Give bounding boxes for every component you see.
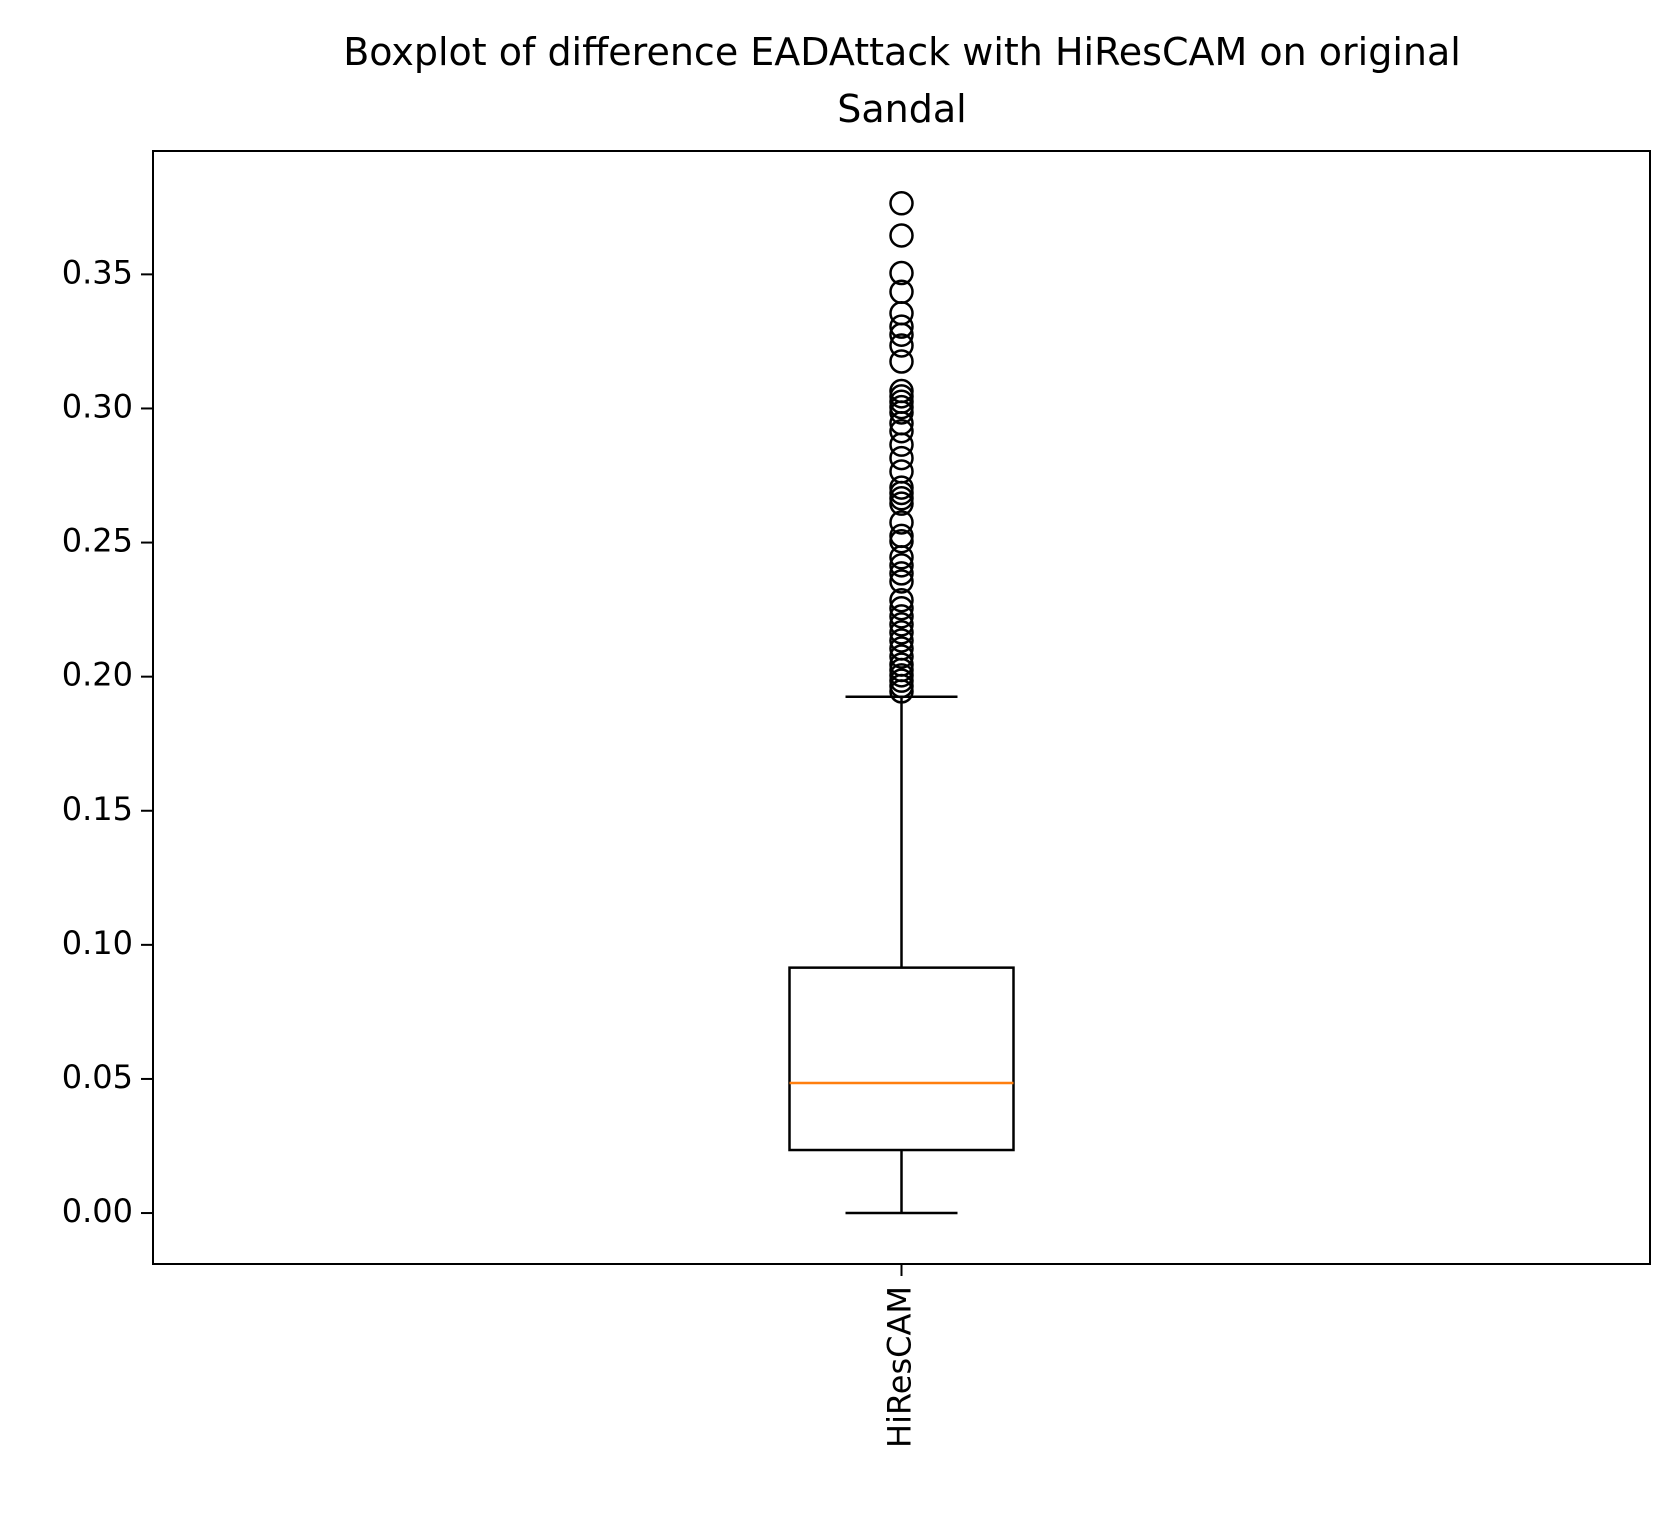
outlier-point <box>889 561 914 586</box>
outlier-point <box>889 628 914 653</box>
outlier-point <box>889 569 914 594</box>
outlier-point <box>889 596 914 621</box>
y-tick-label: 0.25 <box>62 522 133 560</box>
iqr-box <box>788 966 1015 1152</box>
outlier-point <box>889 191 914 216</box>
outlier-point <box>889 260 914 286</box>
outlier-point <box>889 604 914 629</box>
box-group-hirescam <box>788 191 1015 1215</box>
outlier-point <box>889 349 914 374</box>
outlier-point <box>889 314 914 339</box>
outlier-point <box>889 523 914 549</box>
chart-title-line-2: Sandal <box>837 87 966 131</box>
x-tick-label: HiResCAM <box>881 1286 919 1448</box>
y-tick-label: 0.05 <box>62 1058 133 1096</box>
outlier-point <box>889 620 914 645</box>
y-tick-label: 0.35 <box>62 253 133 291</box>
outlier-point <box>889 445 914 471</box>
outlier-point <box>889 652 914 677</box>
outlier-point <box>889 553 914 578</box>
y-tick-label: 0.20 <box>62 656 133 694</box>
outlier-point <box>889 644 914 669</box>
outlier-point <box>889 612 914 637</box>
outlier-point <box>889 636 914 661</box>
outlier-point <box>889 279 914 305</box>
outlier-point <box>889 333 914 358</box>
outlier-point <box>889 223 914 248</box>
outlier-point <box>889 510 914 535</box>
y-tick-label: 0.30 <box>62 387 133 425</box>
outlier-point <box>889 459 914 484</box>
chart-title-line-1: Boxplot of difference EADAttack with HiR… <box>343 30 1461 74</box>
outlier-point <box>889 587 914 613</box>
outlier-point <box>889 419 914 444</box>
x-axis: HiResCAM <box>881 1264 919 1448</box>
y-tick-label: 0.15 <box>62 790 133 828</box>
y-tick-label: 0.10 <box>62 924 133 962</box>
outlier-point <box>889 378 914 404</box>
plot-area <box>788 191 1015 1215</box>
outlier-point <box>889 475 914 500</box>
y-axis: 0.00 0.05 0.10 0.15 0.20 0.25 0.30 0.35 <box>62 253 153 1230</box>
y-tick-label: 0.00 <box>62 1192 133 1230</box>
